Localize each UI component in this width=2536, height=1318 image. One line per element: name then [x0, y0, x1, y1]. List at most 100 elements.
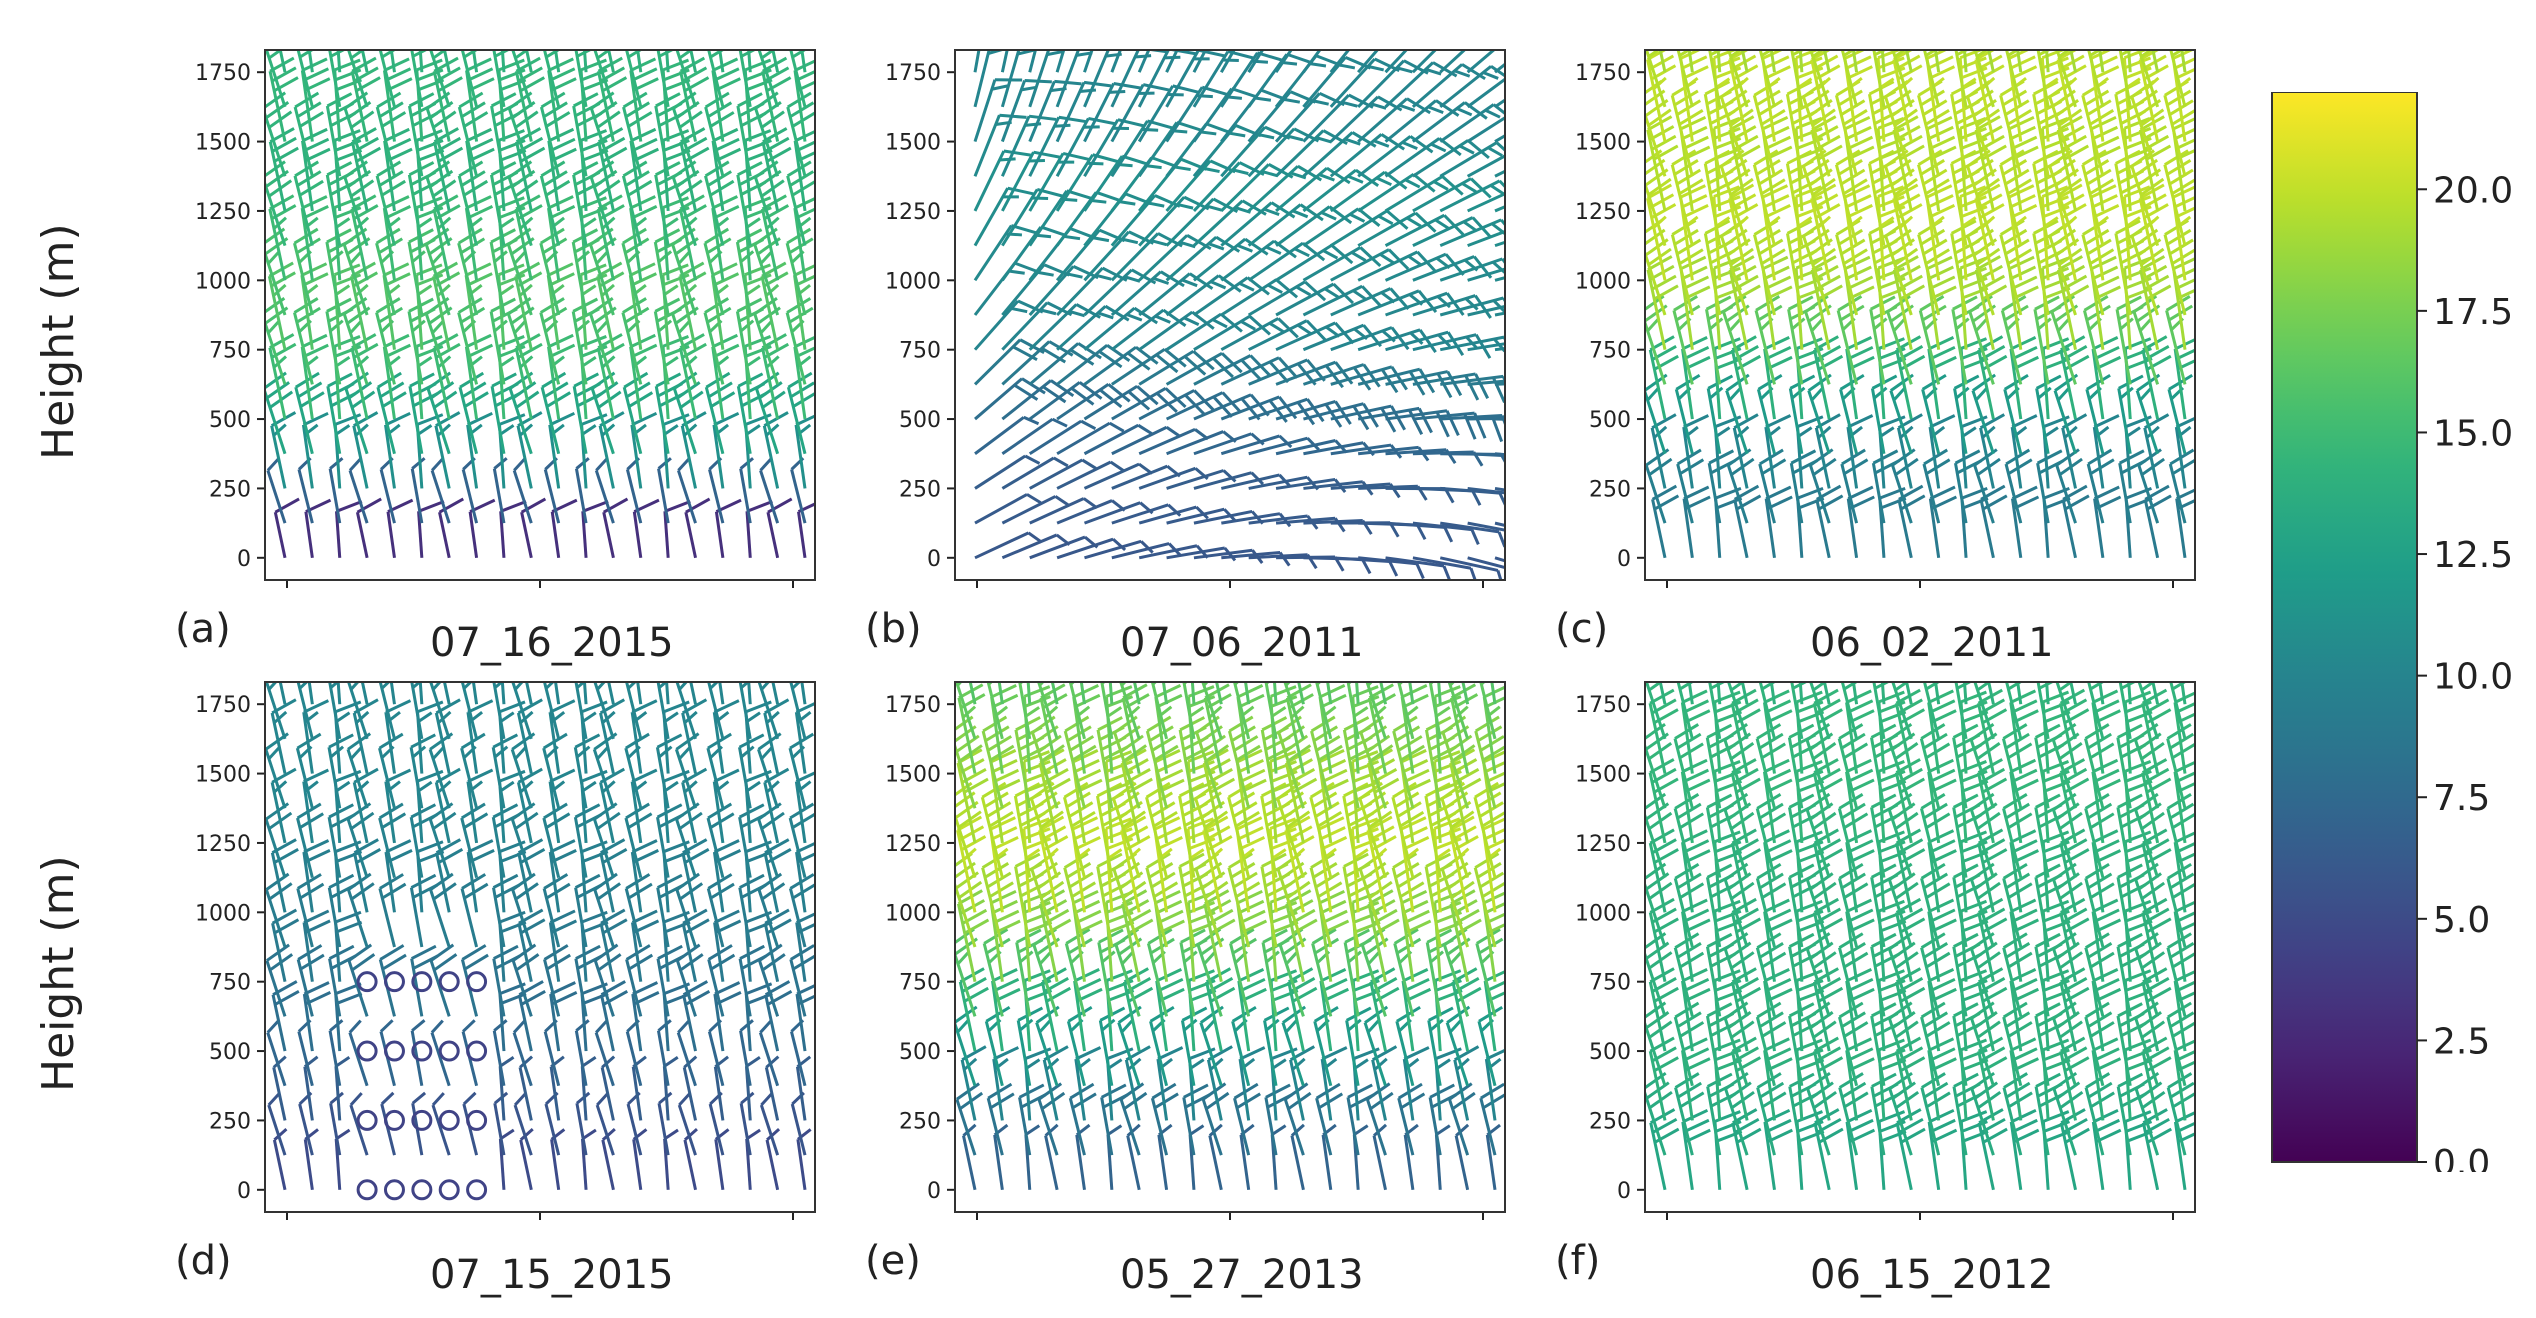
wind-barb [466, 711, 479, 774]
y-axis-label: Height (m) [33, 855, 84, 1092]
calm-circle [466, 1179, 488, 1201]
barb-feather [962, 1123, 977, 1137]
wind-barb [1289, 1059, 1305, 1121]
barb-feather [1095, 190, 1123, 203]
barb-feather [385, 137, 412, 153]
wind-barb [384, 424, 396, 489]
barb-feather [1873, 317, 1888, 331]
wind-barb [1810, 59, 1831, 142]
wind-barb [265, 388, 287, 455]
wind-barb [515, 141, 533, 212]
barb-feather [1762, 115, 1789, 131]
wind-barb [657, 1103, 670, 1156]
wind-barb [514, 208, 533, 281]
barb-feather [595, 250, 609, 265]
barb-feather [437, 355, 452, 369]
barb-feather [1234, 206, 1251, 214]
barb-feather [1389, 444, 1403, 459]
barb-feather [1734, 76, 1749, 90]
wind-barb [2087, 50, 2105, 108]
wind-barb [466, 781, 479, 844]
barb-feather [1154, 889, 1181, 905]
barb-feather [993, 909, 1020, 925]
wind-barb [1467, 304, 1505, 317]
wind-barb [755, 388, 780, 455]
barb-feather [383, 262, 410, 277]
calm-circle [411, 1040, 433, 1062]
wind-barb [1055, 50, 1081, 108]
barb-feather [631, 272, 657, 287]
wind-barb [384, 781, 396, 844]
barb-feather [1321, 836, 1348, 851]
wind-barb [349, 1104, 369, 1156]
barb-feather [512, 1019, 526, 1034]
y-tick-label: 500 [209, 1040, 251, 1065]
wind-barb [512, 469, 533, 524]
barb-feather [2089, 248, 2115, 265]
wind-barb [490, 105, 506, 177]
wind-barb [1056, 383, 1110, 421]
wind-barb [1330, 287, 1392, 317]
barb-feather [2037, 317, 2052, 331]
wind-barb [1953, 388, 1968, 455]
barb-feather [1653, 425, 1668, 439]
barb-feather [1449, 950, 1463, 965]
wind-barb [793, 275, 807, 350]
barb-feather [1209, 1057, 1224, 1071]
barb-feather [1482, 817, 1505, 831]
barb-feather [746, 500, 773, 513]
wind-barb [1193, 548, 1253, 560]
barb-feather [1728, 387, 1742, 402]
barb-feather [581, 424, 597, 436]
barb-feather [1683, 485, 1710, 500]
wind-barb [1646, 197, 1667, 281]
barb-feather [601, 355, 616, 369]
wind-barb [1891, 50, 1913, 108]
barb-feather [301, 195, 328, 210]
wind-barb [300, 70, 314, 142]
barb-feather [1490, 415, 1504, 443]
wind-barb [738, 746, 752, 809]
barb-feather [1961, 357, 1989, 370]
barb-feather [1066, 189, 1094, 201]
barb-feather [328, 873, 355, 889]
barb-feather [348, 943, 373, 962]
wind-barb [1329, 95, 1379, 143]
barb-feather [713, 411, 740, 427]
barb-feather [1239, 1046, 1266, 1061]
barb-feather [1435, 99, 1460, 117]
barb-feather [514, 745, 528, 760]
wind-barb [1199, 1022, 1223, 1087]
wind-barb [1439, 103, 1495, 143]
wind-barb [1358, 445, 1419, 456]
barb-feather [713, 67, 740, 82]
barb-feather [543, 381, 569, 399]
panel-letter: (b) [865, 606, 922, 652]
barb-feather [1271, 1124, 1287, 1136]
barb-feather [595, 457, 609, 472]
wind-barb [1440, 798, 1470, 879]
wind-barb [2009, 348, 2023, 420]
wind-barb [425, 176, 451, 247]
wind-barb [1193, 393, 1252, 421]
wind-barb [1000, 50, 1021, 108]
wind-barb [1038, 762, 1059, 844]
barb-feather [629, 195, 656, 210]
wind-barb [1756, 388, 1776, 455]
wind-barb [786, 175, 807, 246]
barb-feather [1974, 40, 1996, 47]
barb-feather [1810, 317, 1824, 332]
barb-feather [381, 882, 407, 900]
wind-barb [678, 347, 697, 420]
barb-feather [1183, 950, 1198, 964]
wind-barb [1840, 463, 1859, 524]
wind-barb [492, 682, 506, 740]
wind-barb [1966, 235, 1995, 316]
wind-barb [1083, 118, 1120, 178]
panel-date: 07_16_2015 [430, 620, 674, 666]
barb-feather [795, 207, 815, 220]
wind-barb [550, 1139, 561, 1191]
wind-barb [1311, 943, 1333, 1017]
barb-feather [956, 1019, 970, 1034]
barb-feather [991, 42, 1018, 44]
